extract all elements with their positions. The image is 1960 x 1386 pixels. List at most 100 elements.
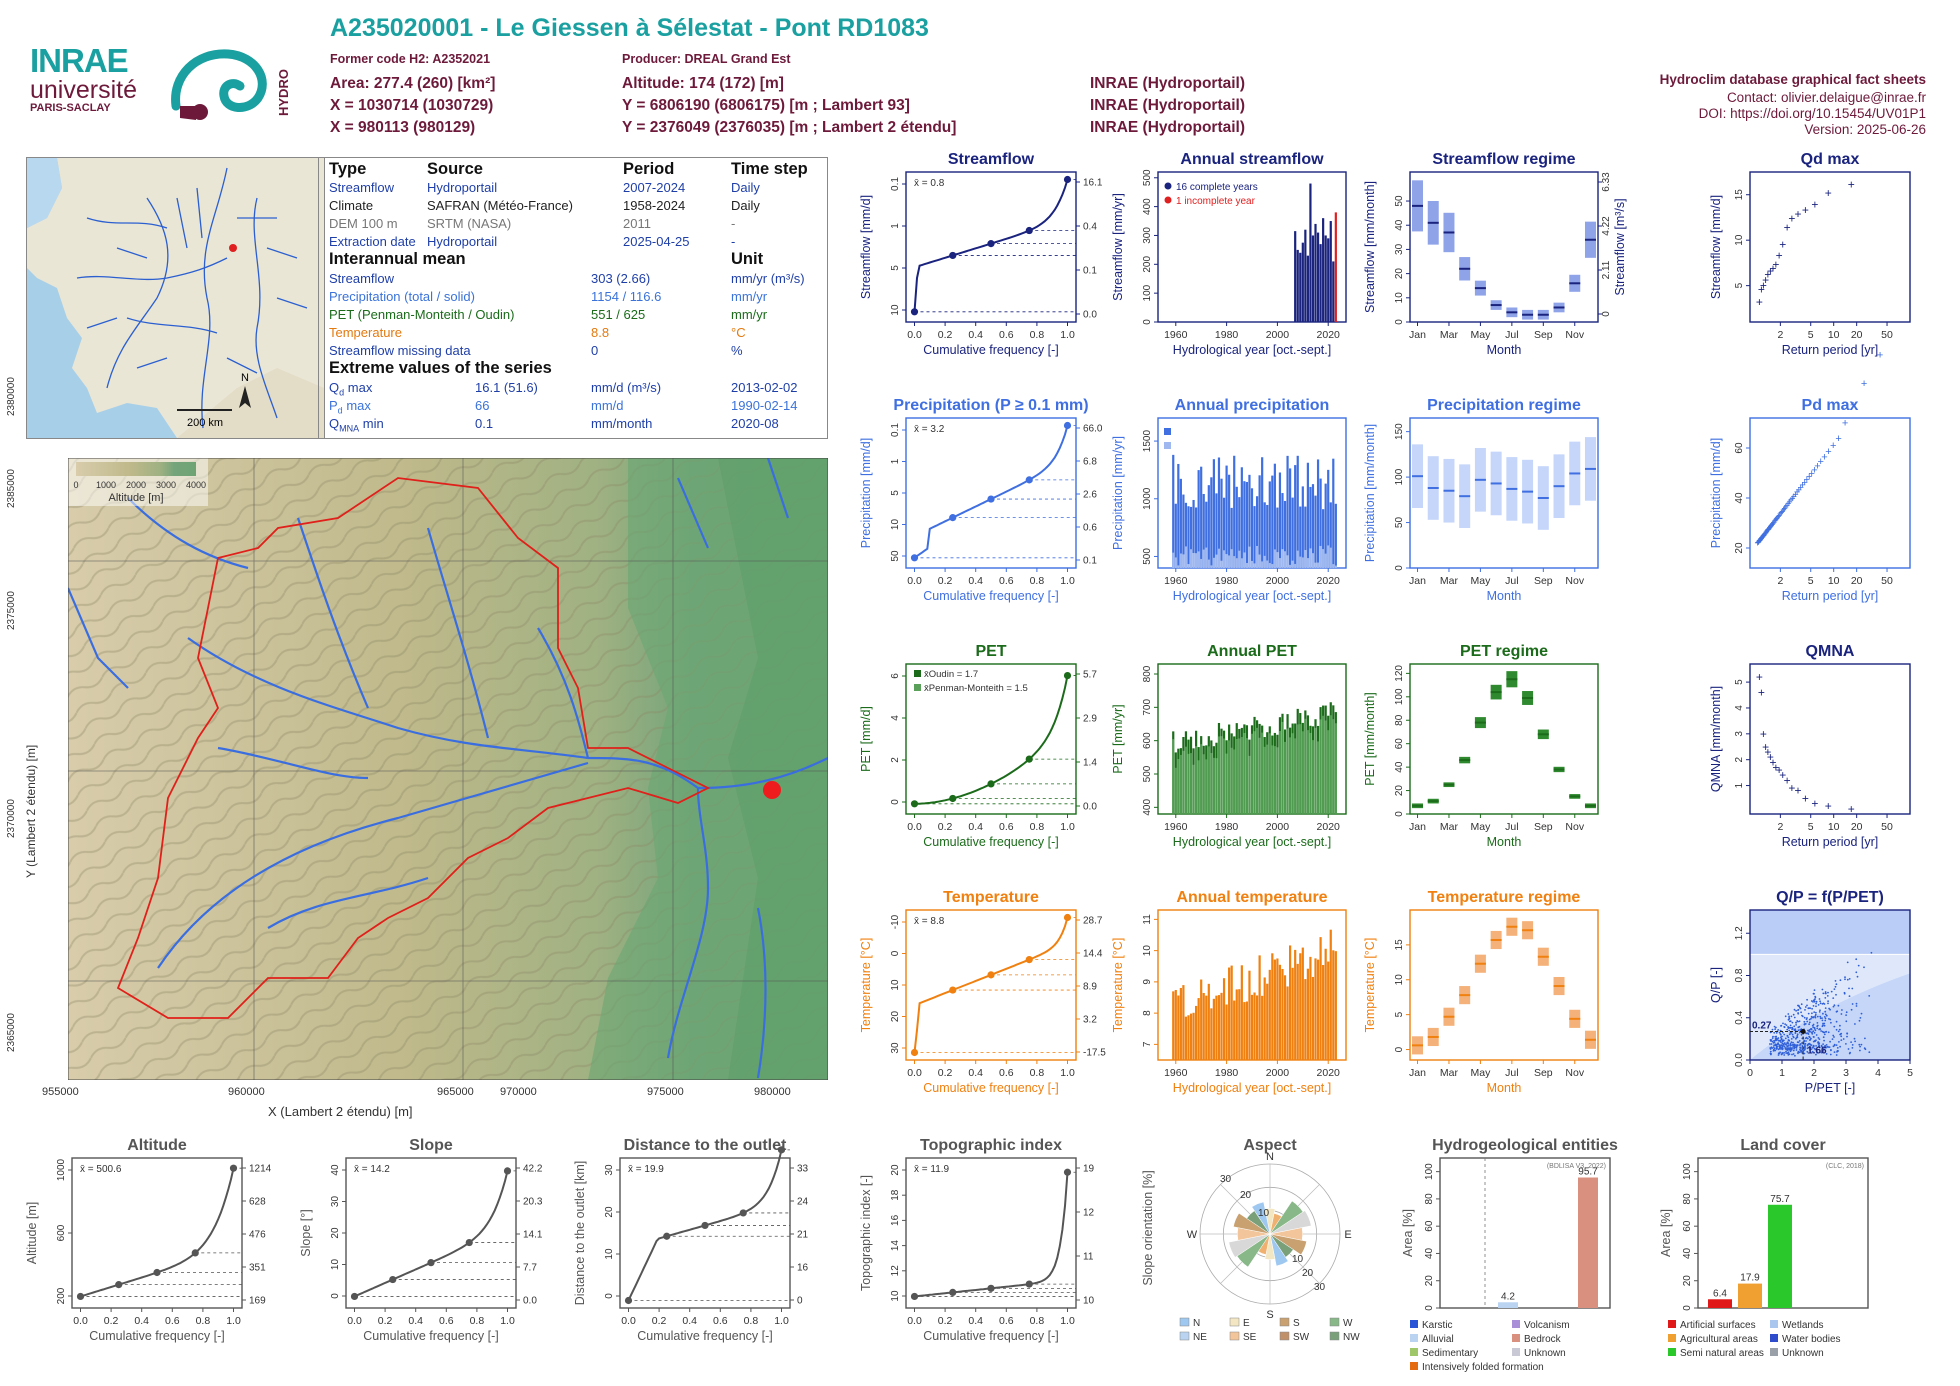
doi-link[interactable]: DOI: https://doi.org/10.15454/UV01P1 xyxy=(1698,106,1926,121)
quantile-point xyxy=(949,794,957,803)
mean-point xyxy=(1800,1028,1806,1034)
mean-label: x̄ = 8.8 xyxy=(914,916,945,927)
daily-point xyxy=(1773,1025,1776,1028)
daily-point xyxy=(1780,1044,1783,1046)
chart-title: PET regime xyxy=(1460,643,1548,660)
annual-bar xyxy=(1248,970,1251,1060)
legend-label: Volcanism xyxy=(1524,1320,1570,1331)
plot-frame xyxy=(619,1157,791,1309)
daily-point xyxy=(1818,1038,1821,1040)
daily-point xyxy=(1788,1029,1791,1032)
x-tick-label: Sep xyxy=(1534,821,1553,833)
daily-point xyxy=(1818,998,1821,1000)
y-tick-label: 500 xyxy=(1142,169,1153,186)
daily-point xyxy=(1812,1023,1815,1026)
daily-point xyxy=(1775,1026,1777,1029)
daily-point xyxy=(1780,1053,1783,1056)
qmna-point: + xyxy=(1772,760,1779,774)
chart-title: Temperature regime xyxy=(1428,889,1581,906)
daily-point xyxy=(1838,1028,1841,1031)
daily-point xyxy=(1771,1040,1774,1043)
legend-label: Semi natural areas xyxy=(1680,1348,1764,1359)
annual-bar xyxy=(1245,1001,1249,1060)
annual-bar xyxy=(1238,989,1241,1060)
annual-bar-pm xyxy=(1324,720,1327,814)
annual-bar-pm xyxy=(1177,758,1180,814)
scale-bar-label: 200 km xyxy=(187,417,223,429)
daily-point xyxy=(1818,1046,1821,1048)
annual-bar-solid xyxy=(1266,560,1269,568)
quantile-point xyxy=(949,986,957,994)
inrae-universite-logo: INRAE université PARIS-SACLAY xyxy=(30,42,137,115)
daily-point xyxy=(1848,987,1850,990)
legend-label: Karstic xyxy=(1422,1320,1453,1331)
daily-point xyxy=(1772,1046,1775,1048)
chart-title: PET xyxy=(975,643,1006,660)
daily-point xyxy=(1835,1028,1838,1031)
quantile-point xyxy=(1025,476,1033,484)
annual-bar-pm xyxy=(1235,739,1238,814)
annual-bar-pm xyxy=(1255,727,1259,814)
qmna-point: + xyxy=(1848,802,1855,816)
aspect-sector xyxy=(1251,1201,1271,1235)
annual-bar xyxy=(1296,249,1299,322)
pd-point: + xyxy=(1804,474,1810,486)
right-tick-label: 20.3 xyxy=(523,1197,543,1208)
annual-bar-pm xyxy=(1182,750,1185,814)
daily-point xyxy=(1769,1050,1772,1053)
daily-point xyxy=(1798,1051,1801,1054)
area: Area: 277.4 (260) [km²] xyxy=(330,75,496,92)
plot-frame xyxy=(1749,171,1911,323)
daily-point xyxy=(1853,1037,1856,1040)
y-tick-label: 20 xyxy=(1734,542,1745,554)
x-tick-label: 4 xyxy=(1875,1067,1881,1079)
annual-bar xyxy=(1329,502,1332,568)
y-tick-label: 10 xyxy=(1734,234,1745,246)
daily-point xyxy=(1839,979,1842,982)
cdf-curve xyxy=(913,917,1069,1053)
contact[interactable]: Contact: olivier.delaigue@inrae.fr xyxy=(1726,90,1926,105)
legend-swatch xyxy=(1770,1348,1778,1356)
daily-point xyxy=(1851,1047,1854,1049)
annual-bar xyxy=(1294,231,1297,322)
y-tick-label: 5 xyxy=(1734,282,1745,288)
annual-bar xyxy=(1263,502,1266,568)
qd-point: + xyxy=(1764,268,1771,282)
daily-point xyxy=(1774,1039,1777,1042)
y-axis-label: Temperature [°C] xyxy=(859,938,873,1033)
daily-point xyxy=(1864,1048,1867,1051)
annual-bar-pm xyxy=(1207,746,1210,814)
legend-marker xyxy=(1164,182,1172,190)
chart-topo_cdf: Topographic index Cumulative frequency [-… xyxy=(858,1137,1108,1343)
legend-label: SE xyxy=(1243,1332,1257,1343)
x-tick-label: 50 xyxy=(1881,329,1893,341)
pd-point: + xyxy=(1755,537,1761,549)
annual-bar xyxy=(1212,998,1215,1060)
annual-bar xyxy=(1296,455,1299,568)
annual-bar-solid xyxy=(1319,545,1322,568)
pd-point: + xyxy=(1830,440,1836,452)
daily-point xyxy=(1858,1043,1861,1046)
annual-bar-solid xyxy=(1268,563,1271,568)
plot-frame xyxy=(345,1157,517,1309)
annual-bar-solid xyxy=(1296,550,1299,568)
annual-bar xyxy=(1220,992,1223,1060)
right-tick-label: 0.1 xyxy=(1083,556,1097,567)
daily-point xyxy=(1799,1044,1801,1046)
y-axis-label: Area [%] xyxy=(1401,1209,1415,1257)
right-tick-label: 169 xyxy=(249,1296,266,1307)
pd-point: + xyxy=(1768,520,1774,532)
annual-bar xyxy=(1233,455,1236,568)
daily-point xyxy=(1824,1013,1827,1016)
y-tick-label: 6 xyxy=(890,673,901,679)
x-tick-label: 0.4 xyxy=(968,575,983,587)
pd-point: + xyxy=(1781,503,1787,515)
daily-point xyxy=(1827,1002,1829,1005)
y-axis-label: Precipitation [mm/d] xyxy=(859,438,873,548)
category-bar xyxy=(1708,1299,1732,1308)
y-tick-label: 50 xyxy=(890,550,901,562)
quantile-point xyxy=(350,1292,359,1301)
daily-point xyxy=(1825,1031,1827,1033)
annual-bar-solid xyxy=(1294,563,1297,568)
